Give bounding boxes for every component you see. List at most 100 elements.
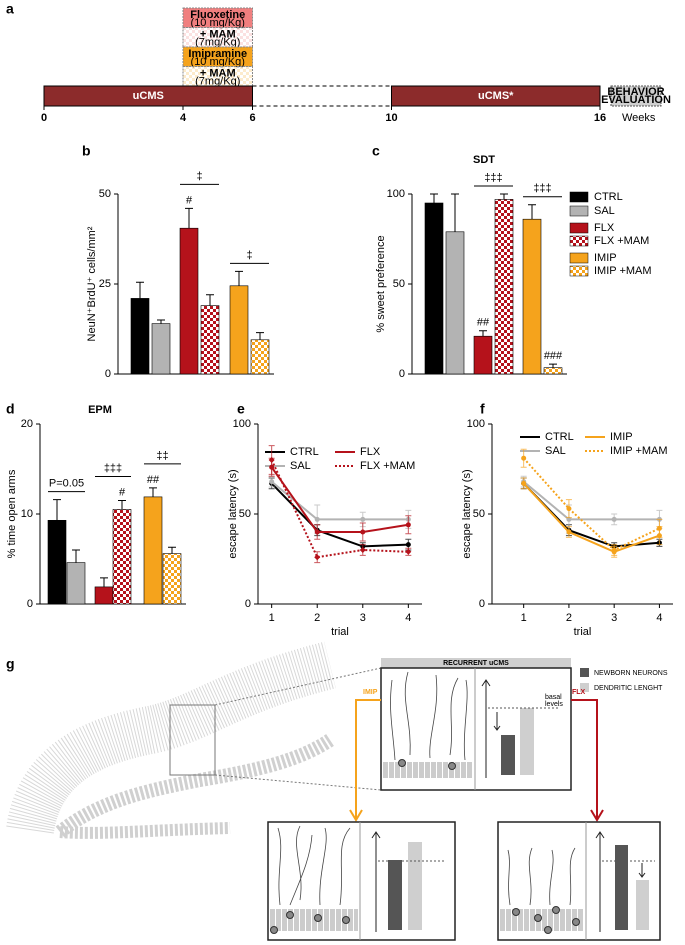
error-bar [549, 363, 557, 368]
legend-swatch [569, 205, 589, 217]
error-bar [500, 193, 508, 200]
marker [360, 529, 366, 535]
y-tick-label: 0 [399, 368, 405, 380]
panel-label: a [6, 1, 14, 17]
y-tick-label: 50 [393, 278, 405, 290]
legend-label: FLX [360, 446, 381, 458]
treatment-drug: Imipramine [188, 48, 247, 60]
tick-label: 6 [249, 112, 255, 124]
marker [269, 479, 275, 485]
error-bar [256, 332, 264, 340]
pair-label: ‡‡‡ [104, 462, 122, 474]
legend-label: CTRL [290, 446, 319, 458]
legend-swatch [580, 683, 589, 692]
legend-label: SAL [545, 445, 566, 457]
panel-label: g [6, 656, 15, 672]
behavior-label: EVALUATION [601, 94, 671, 106]
dendrites [507, 847, 576, 906]
legend-swatch [569, 252, 589, 264]
treatment-drug: + MAM [200, 67, 236, 79]
series-line [522, 457, 660, 552]
series-line [270, 482, 409, 548]
bar [94, 586, 114, 605]
panel-label: e [237, 401, 245, 417]
y-tick-label: 0 [245, 598, 251, 610]
error-bar [168, 546, 176, 554]
panel-label: c [372, 143, 380, 159]
bar [473, 335, 493, 375]
legend-label: CTRL [594, 191, 623, 203]
bar [543, 367, 563, 375]
x-tick-label: 3 [360, 612, 366, 624]
bar [162, 553, 182, 605]
marker [360, 516, 366, 522]
series-line [270, 459, 409, 559]
y-tick-label: 10 [21, 508, 33, 520]
neuron [552, 906, 560, 914]
neuron [544, 926, 552, 934]
axis-arrow [481, 679, 491, 778]
x-tick-label: 2 [314, 612, 320, 624]
header-bar [381, 658, 571, 668]
error-bar [149, 487, 157, 497]
granule-layer-lower [59, 822, 231, 839]
marker [566, 516, 572, 522]
series-line [522, 482, 660, 553]
y-axis-label: NeuN⁺BrdU⁺ cells/mm² [86, 226, 98, 341]
tick-label: 10 [385, 112, 397, 124]
x-tick-label: 4 [656, 612, 662, 624]
series-line [522, 482, 660, 548]
arrow-label: FLX [572, 689, 586, 696]
pair-label: ‡‡‡ [484, 172, 502, 184]
bar [522, 218, 542, 375]
neuron [314, 914, 322, 922]
marker [405, 542, 411, 548]
series-line [523, 480, 660, 521]
bar-label: # [119, 486, 126, 498]
y-tick-label: 100 [387, 188, 405, 200]
x-tick-label: 3 [611, 612, 617, 624]
axis-arrow [371, 831, 381, 932]
flx-arrow [571, 699, 604, 822]
arrow-down [638, 863, 646, 878]
y-tick-label: 100 [233, 418, 251, 430]
neuron [398, 759, 406, 767]
error-bar [100, 577, 108, 587]
schema-bar [520, 708, 534, 775]
bar [494, 199, 514, 375]
error-bar [206, 294, 214, 306]
treatment-dose: (7mg/Kg) [195, 36, 240, 48]
neuron [270, 926, 278, 934]
error-bar [235, 270, 243, 286]
panel-label: b [82, 143, 91, 159]
y-tick-label: 0 [105, 368, 111, 380]
marker [566, 529, 572, 535]
panel-label: d [6, 401, 15, 417]
diagram [6, 641, 661, 941]
zoom-line [214, 667, 382, 706]
gyrus-upper [6, 641, 336, 835]
bar [200, 305, 220, 375]
x-axis-label: trial [331, 626, 349, 638]
y-tick-label: 25 [99, 278, 111, 290]
legend-label: SAL [290, 460, 311, 472]
arrow-label: IMIP [363, 689, 378, 696]
legend-label: IMIP +MAM [594, 265, 652, 277]
bar [229, 285, 249, 375]
legend-swatch [569, 191, 589, 203]
y-axis-label: escape latency (s) [227, 469, 239, 558]
y-tick-label: 50 [99, 188, 111, 200]
box-top [380, 667, 572, 791]
bar [424, 202, 444, 375]
bar-label: ### [544, 350, 563, 362]
error-bar [430, 193, 438, 203]
legend-label: IMIP [594, 252, 617, 264]
bar-label: ## [477, 317, 490, 329]
error-bar [72, 549, 80, 563]
legend-label: FLX +MAM [360, 460, 415, 472]
bar [179, 227, 199, 375]
y-axis-label: % time open arms [6, 469, 18, 558]
legend-text: DENDRITIC LENGHT [594, 685, 663, 692]
dendrites [390, 671, 468, 761]
